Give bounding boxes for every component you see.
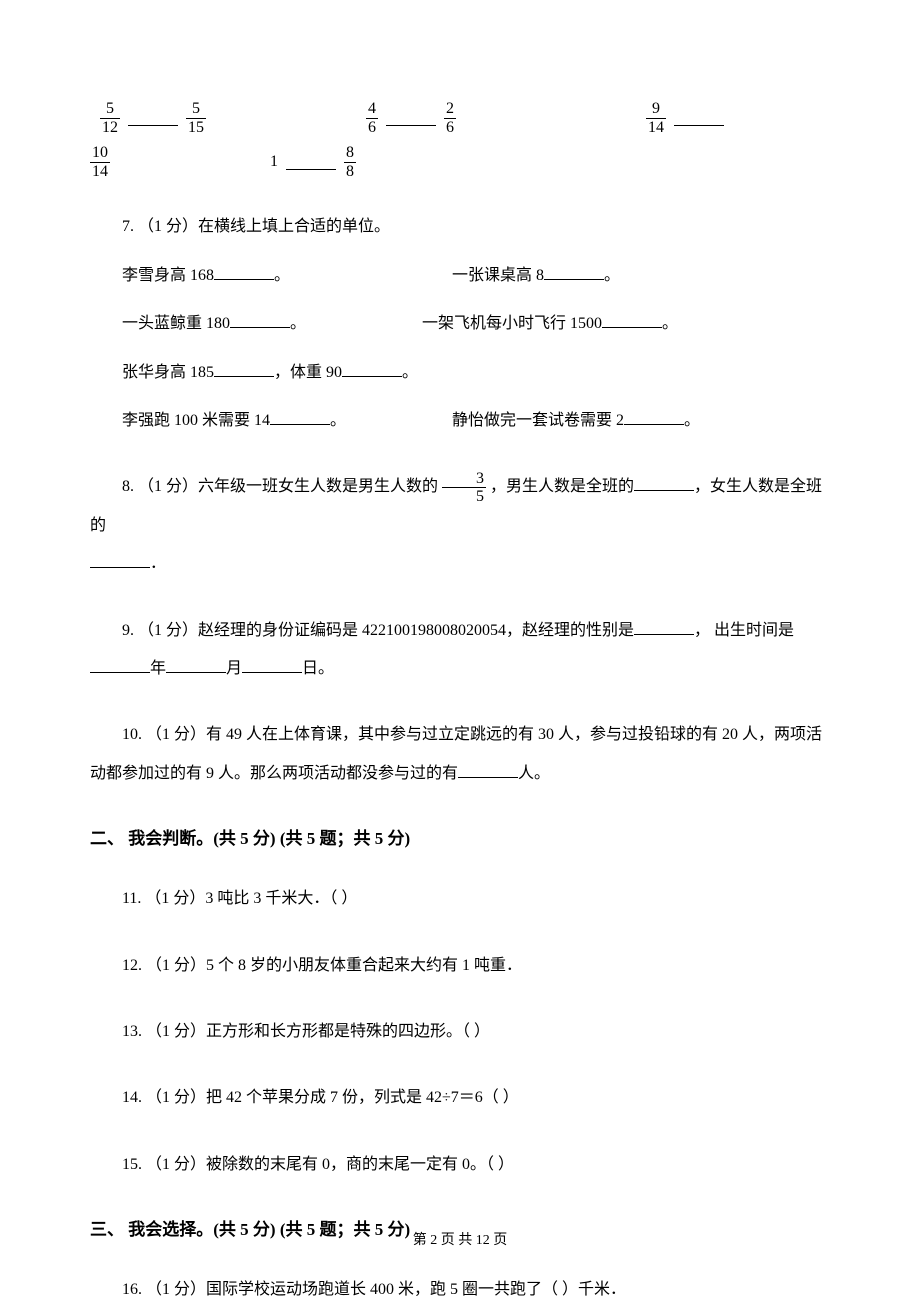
fraction-pair-1: 5 12 5 15 [100, 100, 206, 136]
fraction-8-8: 8 8 [344, 144, 356, 180]
q7-line1a: 李雪身高 168。 [90, 257, 420, 295]
one-vs-8-8: 1 8 8 [270, 144, 356, 180]
fraction-comparison-row-2: 10 14 1 8 8 [90, 144, 830, 180]
blank [624, 409, 684, 425]
question-12: 12. （1 分）5 个 8 岁的小朋友体重合起来大约有 1 吨重． [90, 947, 830, 985]
blank [242, 657, 302, 673]
fraction-3-5: 3 5 [442, 470, 486, 506]
fraction-5-15: 5 15 [186, 100, 206, 136]
blank [634, 619, 694, 635]
q7-line4b: 静怡做完一套试卷需要 2。 [420, 402, 700, 440]
blank [674, 110, 724, 126]
blank [286, 154, 336, 170]
fraction-pair-2: 4 6 2 6 [366, 100, 456, 136]
q7-line2b: 一架飞机每小时飞行 1500。 [390, 305, 678, 343]
page-footer: 第 2 页 共 12 页 [0, 1230, 920, 1252]
question-10-line2: 动都参加过的有 9 人。那么两项活动都没参与过的有人。 [90, 755, 830, 793]
blank [386, 110, 436, 126]
fraction-5-12: 5 12 [100, 100, 120, 136]
fraction-pair-3: 9 14 [646, 100, 732, 136]
blank [342, 361, 402, 377]
q7-line4a: 李强跑 100 米需要 14。 [90, 402, 420, 440]
section-2-header: 二、 我会判断。(共 5 分) (共 5 题；共 5 分) [90, 825, 830, 852]
fraction-10-14: 10 14 [90, 144, 110, 180]
blank [544, 264, 604, 280]
blank [602, 312, 662, 328]
question-13: 13. （1 分）正方形和长方形都是特殊的四边形。（ ） [90, 1013, 830, 1051]
fraction-comparison-row-1: 5 12 5 15 4 6 2 6 9 14 [90, 100, 830, 136]
blank [128, 110, 178, 126]
q7-line2a: 一头蓝鲸重 180。 [90, 305, 390, 343]
question-10-line1: 10. （1 分）有 49 人在上体育课，其中参与过立定跳远的有 30 人，参与… [90, 716, 830, 754]
fraction-9-14: 9 14 [646, 100, 666, 136]
question-9-continue: 年月日。 [90, 650, 830, 688]
question-16: 16. （1 分）国际学校运动场跑道长 400 米，跑 5 圈一共跑了（ ）千米… [90, 1271, 830, 1309]
fraction-2-6: 2 6 [444, 100, 456, 136]
question-11: 11. （1 分）3 吨比 3 千米大．（ ） [90, 880, 830, 918]
blank [214, 361, 274, 377]
blank [230, 312, 290, 328]
question-8-continue: ． [90, 545, 830, 583]
blank [166, 657, 226, 673]
blank [90, 657, 150, 673]
q7-line3: 张华身高 185，体重 90。 [90, 354, 830, 392]
blank [214, 264, 274, 280]
blank [270, 409, 330, 425]
q7-line1b: 一张课桌高 8。 [420, 257, 620, 295]
blank [90, 552, 150, 568]
blank [458, 762, 518, 778]
question-7-stem: 7. （1 分）在横线上填上合适的单位。 [90, 208, 830, 246]
one-label: 1 [270, 149, 278, 175]
question-14: 14. （1 分）把 42 个苹果分成 7 份，列式是 42÷7＝6（ ） [90, 1079, 830, 1117]
blank [634, 475, 694, 491]
question-15: 15. （1 分）被除数的末尾有 0，商的末尾一定有 0。（ ） [90, 1146, 830, 1184]
fraction-4-6: 4 6 [366, 100, 378, 136]
question-9: 9. （1 分）赵经理的身份证编码是 422100198008020054，赵经… [90, 612, 830, 650]
question-8: 8. （1 分）六年级一班女生人数是男生人数的 3 5 ，男生人数是全班的，女生… [90, 468, 830, 545]
